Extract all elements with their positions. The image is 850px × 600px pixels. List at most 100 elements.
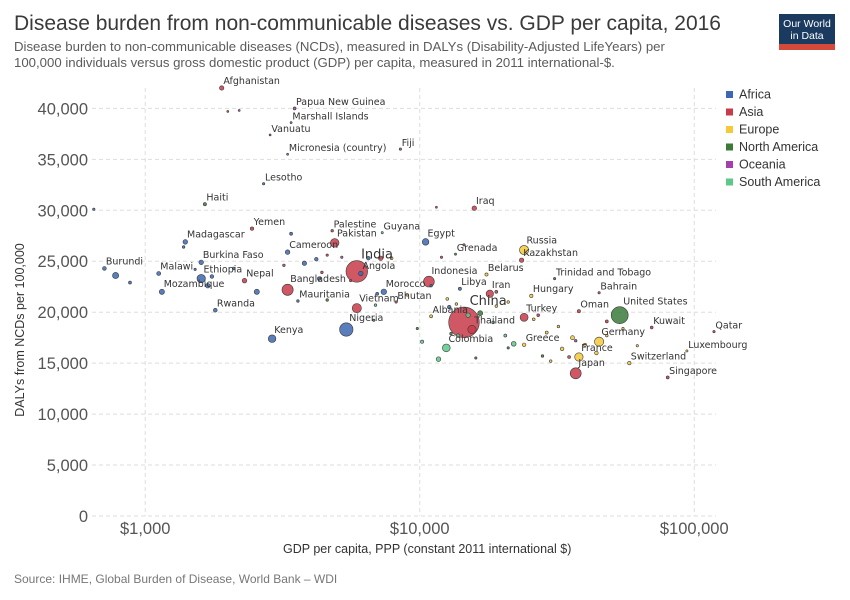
data-point[interactable]	[156, 271, 161, 276]
data-point[interactable]	[196, 274, 206, 284]
data-point[interactable]	[467, 324, 477, 334]
data-point[interactable]	[553, 277, 557, 281]
data-point[interactable]	[567, 355, 571, 359]
data-point[interactable]	[549, 359, 553, 363]
data-point[interactable]	[268, 133, 272, 137]
data-point[interactable]	[226, 110, 230, 113]
data-point[interactable]	[285, 249, 291, 255]
data-point[interactable]	[330, 229, 334, 233]
data-point[interactable]	[320, 270, 324, 275]
data-point[interactable]	[366, 256, 371, 261]
data-point[interactable]	[422, 238, 430, 246]
data-point[interactable]	[375, 291, 380, 296]
legend-item[interactable]: Africa	[726, 88, 771, 102]
data-point[interactable]	[373, 303, 378, 307]
data-point[interactable]	[685, 349, 689, 353]
data-point[interactable]	[205, 283, 211, 289]
data-point[interactable]	[491, 320, 495, 325]
data-point[interactable]	[262, 182, 266, 186]
data-point[interactable]	[604, 319, 609, 324]
data-point[interactable]	[268, 334, 277, 343]
data-point[interactable]	[349, 279, 353, 283]
data-point[interactable]	[380, 288, 387, 295]
legend-item[interactable]: South America	[726, 175, 820, 189]
data-point[interactable]	[429, 284, 433, 288]
data-point[interactable]	[635, 344, 639, 348]
data-point[interactable]	[610, 306, 629, 325]
data-point[interactable]	[511, 341, 517, 347]
data-point[interactable]	[394, 300, 398, 304]
data-point[interactable]	[531, 317, 536, 321]
data-point[interactable]	[439, 255, 443, 259]
data-point[interactable]	[325, 253, 329, 257]
data-point[interactable]	[345, 260, 368, 283]
data-point[interactable]	[112, 272, 119, 279]
data-point[interactable]	[339, 322, 354, 337]
data-point[interactable]	[209, 274, 214, 279]
data-point[interactable]	[330, 238, 340, 248]
data-point[interactable]	[128, 280, 132, 285]
data-point[interactable]	[485, 289, 494, 298]
data-point[interactable]	[429, 314, 433, 319]
data-point[interactable]	[471, 205, 477, 211]
data-point[interactable]	[250, 226, 255, 231]
data-point[interactable]	[351, 303, 362, 313]
data-point[interactable]	[182, 239, 188, 245]
data-point[interactable]	[583, 342, 587, 347]
data-point[interactable]	[213, 308, 218, 313]
legend-item[interactable]: Oceania	[726, 158, 786, 172]
data-point[interactable]	[102, 266, 107, 271]
data-point[interactable]	[506, 300, 510, 304]
data-point[interactable]	[665, 375, 670, 380]
data-point[interactable]	[454, 302, 459, 306]
data-point[interactable]	[494, 289, 499, 294]
data-point[interactable]	[597, 291, 601, 295]
data-point[interactable]	[296, 299, 300, 303]
data-point[interactable]	[286, 152, 289, 156]
data-point[interactable]	[415, 326, 419, 330]
data-point[interactable]	[380, 231, 384, 235]
data-point[interactable]	[340, 255, 344, 259]
data-point[interactable]	[378, 255, 384, 261]
data-point[interactable]	[445, 297, 449, 301]
data-point[interactable]	[317, 276, 322, 281]
data-point[interactable]	[389, 256, 394, 260]
legend-item[interactable]: Asia	[726, 105, 763, 119]
data-point[interactable]	[372, 318, 376, 322]
data-point[interactable]	[570, 335, 575, 341]
data-point[interactable]	[519, 245, 529, 255]
data-point[interactable]	[193, 267, 197, 271]
data-point[interactable]	[292, 106, 297, 111]
data-point[interactable]	[559, 346, 565, 352]
data-point[interactable]	[594, 336, 604, 347]
data-point[interactable]	[281, 283, 294, 296]
data-point[interactable]	[569, 367, 582, 380]
data-point[interactable]	[182, 245, 186, 249]
data-point[interactable]	[521, 342, 527, 347]
data-point[interactable]	[241, 278, 248, 284]
data-point[interactable]	[405, 293, 409, 297]
data-point[interactable]	[477, 310, 484, 317]
data-point[interactable]	[237, 109, 241, 112]
data-point[interactable]	[447, 305, 452, 310]
data-point[interactable]	[649, 325, 654, 330]
data-point[interactable]	[484, 272, 489, 277]
data-point[interactable]	[621, 326, 625, 330]
data-point[interactable]	[594, 350, 599, 356]
data-point[interactable]	[325, 298, 329, 302]
data-point[interactable]	[577, 309, 581, 314]
data-point[interactable]	[289, 121, 293, 124]
data-point[interactable]	[574, 352, 584, 362]
data-point[interactable]	[536, 313, 540, 317]
data-point[interactable]	[442, 343, 451, 353]
data-point[interactable]	[627, 361, 632, 366]
data-point[interactable]	[435, 356, 442, 362]
data-point[interactable]	[605, 334, 609, 338]
data-point[interactable]	[474, 356, 478, 360]
data-point[interactable]	[556, 324, 561, 329]
data-point[interactable]	[519, 257, 525, 263]
data-point[interactable]	[449, 332, 453, 336]
data-point[interactable]	[232, 266, 236, 271]
data-point[interactable]	[358, 270, 364, 277]
data-point[interactable]	[503, 333, 508, 338]
